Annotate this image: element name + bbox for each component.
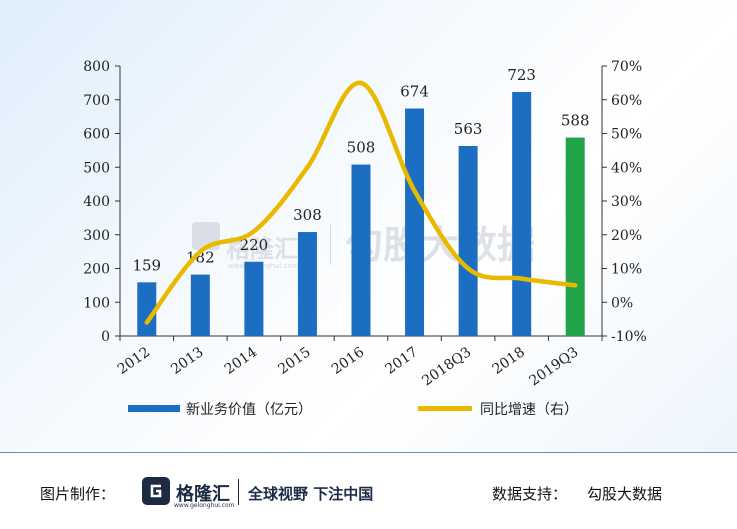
x-tick-label: 2017	[382, 344, 420, 378]
footer-divider	[238, 479, 239, 505]
left-tick-label: 700	[83, 93, 110, 109]
bar-value-label: 674	[400, 83, 429, 101]
left-tick-label: 400	[83, 194, 110, 210]
x-tick-label: 2013	[168, 344, 206, 378]
bar-value-label: 563	[454, 120, 483, 138]
growth-line	[144, 80, 578, 325]
right-tick-label: 60%	[611, 93, 642, 109]
left-tick-label: 200	[83, 262, 110, 278]
right-tick-label: 0%	[611, 295, 633, 311]
x-tick-label: 2018Q3	[419, 344, 474, 389]
bar-value-label: 159	[132, 256, 161, 274]
right-tick-label: 50%	[611, 127, 642, 143]
bar	[512, 91, 532, 336]
slogan: 全球视野 下注中国	[248, 485, 374, 503]
watermark-url: www.gelonghui.com	[228, 262, 299, 270]
left-tick-label: 100	[83, 295, 110, 311]
right-tick-label: 70%	[611, 59, 642, 75]
x-tick-label: 2018	[490, 344, 528, 378]
right-tick-label: 10%	[611, 262, 642, 278]
legend-label-line: 同比增速（右）	[480, 402, 578, 418]
left-tick-label: 800	[83, 59, 110, 75]
legend-swatch-bar	[128, 405, 180, 412]
bar	[565, 137, 585, 336]
right-tick-label: -10%	[611, 329, 647, 345]
bar-value-label: 308	[293, 206, 322, 224]
bar-value-label: 723	[507, 66, 536, 84]
bar	[297, 232, 317, 336]
made-by-label: 图片制作：	[40, 485, 116, 503]
x-tick-label: 2019Q3	[526, 344, 581, 389]
bar-value-label: 220	[240, 236, 269, 254]
bar	[244, 261, 264, 336]
bar	[405, 108, 425, 337]
watermark-divider	[330, 225, 331, 265]
chart: 格隆汇 www.gelonghui.com 勾股大数据 010020030040…	[83, 59, 647, 418]
right-tick-label: 20%	[611, 228, 642, 244]
right-tick-label: 40%	[611, 160, 642, 176]
x-tick-label: 2015	[275, 344, 313, 378]
bars	[137, 91, 585, 337]
bar	[190, 274, 210, 336]
x-tick-label: 2012	[115, 344, 153, 378]
bar	[351, 164, 371, 336]
logo-text: 格隆汇	[176, 484, 230, 505]
right-tick-label: 30%	[611, 194, 642, 210]
left-tick-label: 600	[83, 127, 110, 143]
left-tick-label: 300	[83, 228, 110, 244]
x-tick-label: 2014	[222, 344, 260, 378]
growth-line-path	[144, 80, 578, 325]
footer: 图片制作： 格隆汇 www.gelonghui.com 全球视野 下注中国 数据…	[0, 452, 737, 529]
bar	[458, 145, 478, 336]
legend-swatch-line	[418, 406, 472, 411]
left-tick-label: 500	[83, 160, 110, 176]
x-tick-label: 2016	[329, 344, 367, 378]
legend: 新业务价值（亿元） 同比增速（右）	[128, 402, 578, 418]
left-tick-label: 0	[101, 329, 110, 345]
source-value: 勾股大数据	[587, 485, 663, 503]
legend-label-bar: 新业务价值（亿元）	[186, 402, 312, 418]
bar	[137, 282, 157, 336]
source-label: 数据支持：	[492, 485, 568, 503]
bar-value-label: 508	[347, 139, 376, 157]
bar-value-label: 588	[561, 112, 590, 130]
gelonghui-logo-icon	[142, 477, 170, 505]
logo-url: www.gelonghui.com	[174, 502, 235, 509]
